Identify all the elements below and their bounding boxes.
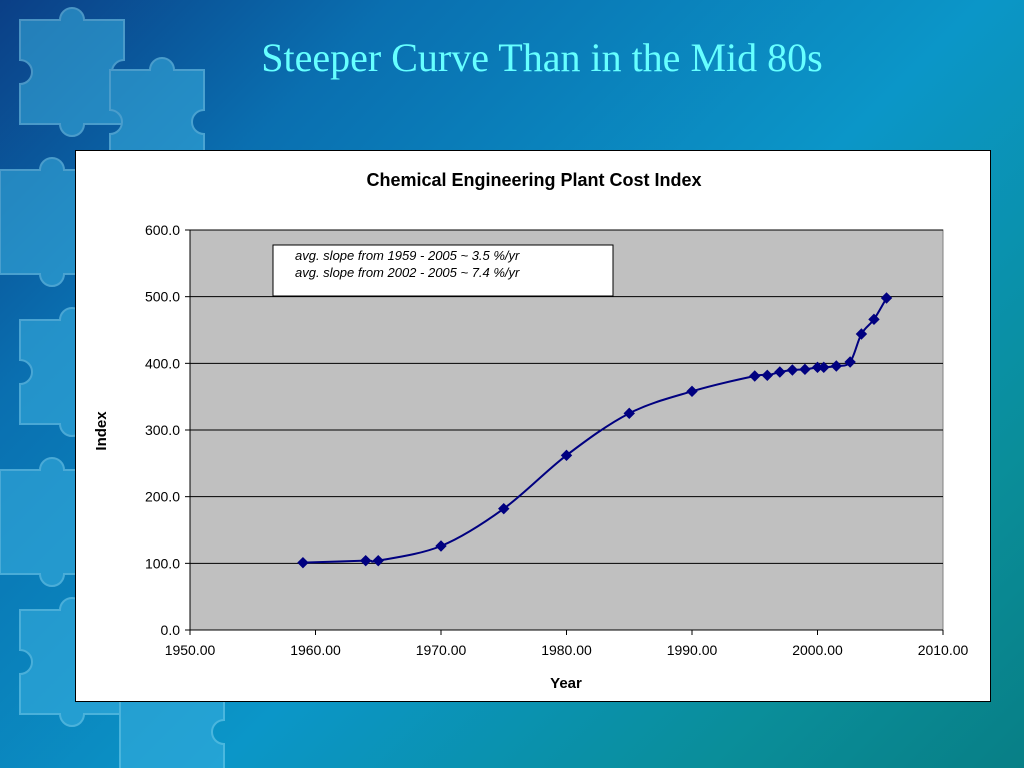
annotation-line-2: avg. slope from 2002 - 2005 ~ 7.4 %/yr (295, 265, 520, 280)
series-layer (297, 292, 893, 569)
y-axis-ticks: 0.0 100.0 200.0 300.0 400.0 500.0 600.0 (145, 222, 190, 638)
x-tick-label: 1950.00 (165, 642, 216, 658)
data-point-marker (686, 385, 698, 398)
data-point-marker (435, 540, 447, 552)
data-point-marker (855, 328, 868, 340)
cost-index-chart: Chemical Engineering Plant Cost Index 0.… (93, 170, 969, 692)
y-tick-label: 200.0 (145, 489, 180, 505)
x-tick-label: 1990.00 (667, 642, 718, 658)
x-axis-ticks: 1950.00 1960.00 1970.00 1980.00 1990.00 2000.… (165, 630, 969, 658)
x-tick-label: 1970.00 (416, 642, 467, 658)
data-point-marker (868, 313, 880, 326)
y-tick-label: 300.0 (145, 422, 180, 438)
x-axis-title: Year (550, 675, 582, 692)
annotation-line-1: avg. slope from 1959 - 2005 ~ 3.5 %/yr (295, 248, 520, 263)
y-tick-label: 500.0 (145, 289, 180, 305)
y-tick-label: 400.0 (145, 355, 180, 371)
x-tick-label: 2000.00 (792, 642, 843, 658)
data-point-marker (498, 502, 510, 515)
data-point-marker (761, 369, 774, 382)
y-axis-title: Index (93, 411, 110, 451)
x-tick-label: 2010.00 (918, 642, 969, 658)
data-point-marker (799, 363, 811, 376)
y-tick-label: 100.0 (145, 555, 180, 571)
data-point-marker (372, 554, 384, 567)
chart-container: Chemical Engineering Plant Cost Index 0.… (75, 150, 991, 702)
data-point-marker (786, 364, 799, 376)
data-point-marker (359, 554, 372, 567)
data-point-marker (774, 366, 786, 378)
data-point-marker (844, 356, 856, 368)
x-tick-label: 1960.00 (290, 642, 341, 658)
data-point-marker (749, 370, 761, 382)
y-tick-label: 600.0 (145, 222, 180, 238)
data-point-marker (830, 360, 843, 372)
annotation-box: avg. slope from 1959 - 2005 ~ 3.5 %/yr a… (272, 244, 614, 297)
y-tick-label: 0.0 (161, 622, 181, 638)
slide-title: Steeper Curve Than in the Mid 80s (261, 35, 823, 80)
data-point-marker (623, 407, 635, 420)
data-point-marker (297, 556, 309, 569)
data-point-marker (818, 361, 830, 374)
data-point-marker (880, 292, 893, 304)
chart-title: Chemical Engineering Plant Cost Index (366, 170, 701, 190)
data-point-marker (560, 449, 573, 462)
x-tick-label: 1980.00 (541, 642, 592, 658)
